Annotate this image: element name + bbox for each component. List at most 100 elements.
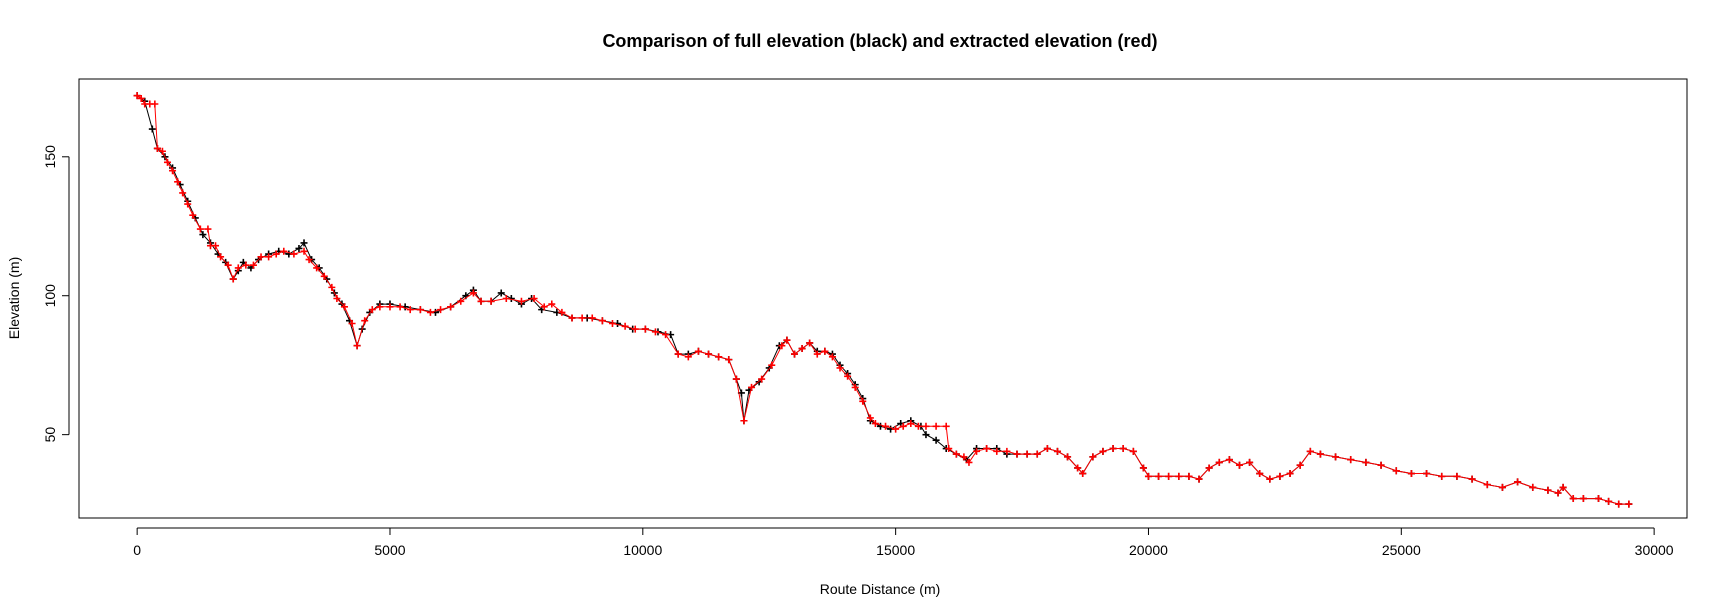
data-point: [153, 144, 161, 152]
series-1: [133, 92, 1633, 508]
data-point: [952, 450, 960, 458]
data-point: [1544, 486, 1552, 494]
data-point: [558, 308, 566, 316]
data-point: [1043, 445, 1051, 453]
data-point: [732, 375, 740, 383]
data-point: [598, 317, 606, 325]
data-point: [300, 247, 308, 255]
data-point: [1332, 453, 1340, 461]
data-point: [568, 314, 576, 322]
data-point: [487, 297, 495, 305]
data-point: [1003, 447, 1011, 455]
data-point: [715, 353, 723, 361]
data-point: [396, 303, 404, 311]
data-point: [1595, 495, 1603, 503]
data-point: [1129, 447, 1137, 455]
data-point: [1483, 481, 1491, 489]
data-point: [684, 353, 692, 361]
data-point: [914, 422, 922, 430]
data-point: [212, 242, 220, 250]
data-point: [791, 350, 799, 358]
series-0: [133, 92, 1633, 508]
data-point: [328, 283, 336, 291]
data-point: [217, 253, 225, 261]
y-tick-label: 150: [42, 145, 58, 169]
data-point: [1407, 470, 1415, 478]
data-point: [1109, 445, 1117, 453]
data-point: [1119, 445, 1127, 453]
data-point: [1175, 472, 1183, 480]
data-point: [1453, 472, 1461, 480]
data-point: [340, 303, 348, 311]
data-point: [361, 317, 369, 325]
data-point: [798, 345, 806, 353]
plot-frame: [78, 78, 1688, 519]
data-point: [758, 375, 766, 383]
x-tick-label: 20000: [1129, 542, 1168, 558]
data-point: [295, 244, 303, 252]
data-point: [778, 342, 786, 350]
x-tick-label: 15000: [876, 542, 915, 558]
data-point: [1089, 453, 1097, 461]
x-tick-label: 5000: [374, 542, 405, 558]
data-point: [229, 275, 237, 283]
data-point: [768, 361, 776, 369]
data-point: [806, 339, 814, 347]
data-point: [257, 253, 265, 261]
data-point: [844, 372, 852, 380]
data-point: [1276, 472, 1284, 480]
data-point: [1185, 472, 1193, 480]
data-point: [1053, 447, 1061, 455]
data-point: [133, 92, 141, 100]
data-point: [1246, 458, 1254, 466]
data-point: [922, 422, 930, 430]
data-point: [1579, 495, 1587, 503]
data-point: [368, 306, 376, 314]
data-point: [1139, 464, 1147, 472]
chart-title: Comparison of full elevation (black) and…: [602, 31, 1157, 51]
data-point: [1559, 483, 1567, 491]
data-point: [1165, 472, 1173, 480]
series-layer: [133, 92, 1633, 508]
data-point: [694, 347, 702, 355]
data-point: [973, 447, 981, 455]
data-point: [265, 253, 273, 261]
data-point: [290, 250, 298, 258]
data-point: [740, 417, 748, 425]
data-point: [1392, 467, 1400, 475]
x-tick-label: 30000: [1635, 542, 1674, 558]
data-point: [1362, 458, 1370, 466]
data-point: [179, 189, 187, 197]
data-point: [386, 303, 394, 311]
data-point: [426, 308, 434, 316]
data-point: [517, 297, 525, 305]
data-point: [983, 445, 991, 453]
data-point: [457, 297, 465, 305]
data-point: [199, 231, 207, 239]
data-point: [1423, 470, 1431, 478]
data-point: [899, 422, 907, 430]
data-point: [1529, 483, 1537, 491]
y-tick-label: 100: [42, 284, 58, 308]
data-point: [1498, 483, 1506, 491]
data-point: [1074, 464, 1082, 472]
data-point: [1205, 464, 1213, 472]
data-point: [1013, 450, 1021, 458]
data-point: [300, 239, 308, 247]
data-point: [313, 264, 321, 272]
data-point: [836, 364, 844, 372]
data-point: [502, 295, 510, 302]
data-point: [1266, 475, 1274, 483]
x-tick-label: 10000: [623, 542, 662, 558]
data-point: [1306, 447, 1314, 455]
data-point: [1316, 450, 1324, 458]
data-point: [184, 200, 192, 208]
data-point: [242, 261, 250, 269]
data-point: [866, 414, 874, 422]
data-point: [196, 225, 204, 233]
data-point: [859, 397, 867, 405]
data-point: [163, 158, 171, 166]
data-point: [1195, 475, 1203, 483]
x-axis-label: Route Distance (m): [820, 581, 941, 597]
y-tick-label: 50: [42, 427, 58, 443]
